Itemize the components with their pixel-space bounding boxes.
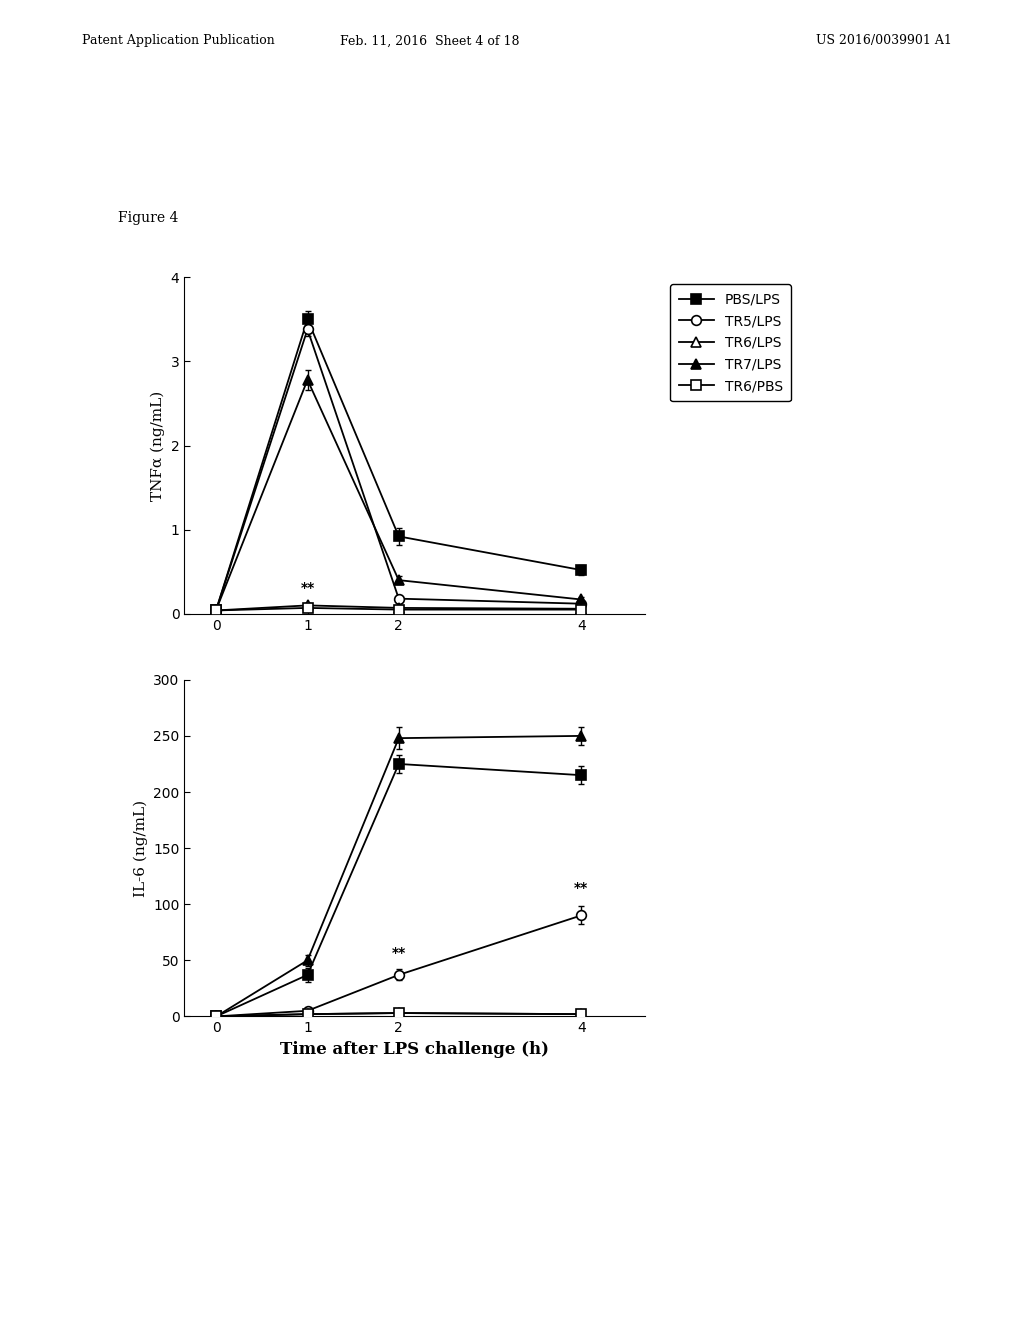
Y-axis label: IL-6 (ng/mL): IL-6 (ng/mL) — [133, 800, 147, 896]
Text: **: ** — [574, 882, 589, 895]
Text: Feb. 11, 2016  Sheet 4 of 18: Feb. 11, 2016 Sheet 4 of 18 — [340, 34, 520, 48]
Y-axis label: TNFα (ng/mL): TNFα (ng/mL) — [151, 391, 165, 500]
Text: **: ** — [300, 581, 314, 595]
X-axis label: Time after LPS challenge (h): Time after LPS challenge (h) — [281, 1040, 549, 1057]
Text: Patent Application Publication: Patent Application Publication — [82, 34, 274, 48]
Legend: PBS/LPS, TR5/LPS, TR6/LPS, TR7/LPS, TR6/PBS: PBS/LPS, TR5/LPS, TR6/LPS, TR7/LPS, TR6/… — [671, 284, 792, 401]
Text: Figure 4: Figure 4 — [118, 211, 178, 226]
Text: US 2016/0039901 A1: US 2016/0039901 A1 — [816, 34, 952, 48]
Text: **: ** — [391, 946, 406, 961]
